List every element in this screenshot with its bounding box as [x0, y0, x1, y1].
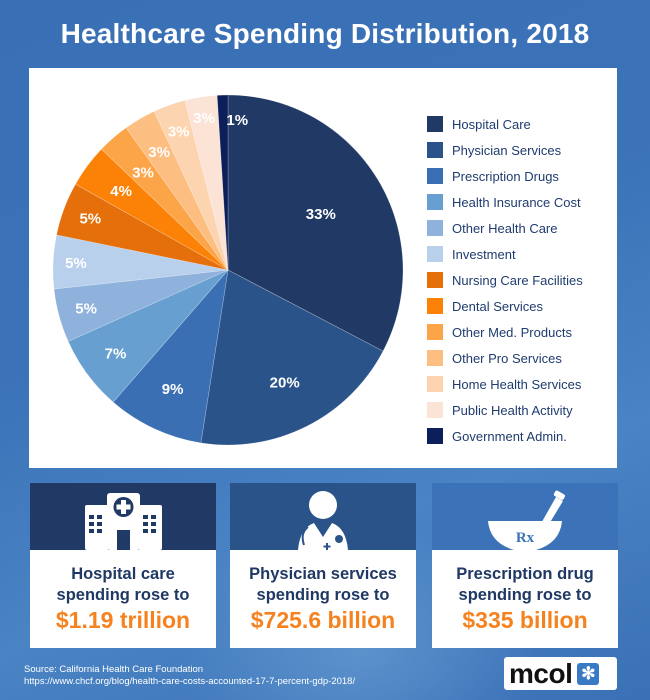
pie-slice-health-insurance-cost	[67, 269, 229, 403]
pie-label: 5%	[75, 300, 97, 317]
mortar-pestle-icon: Rx	[488, 490, 565, 550]
legend-swatch	[427, 272, 443, 288]
logo-asterisk-icon: ✻	[577, 662, 600, 685]
pie-label: 33%	[306, 206, 336, 223]
chart-panel: 33% 20% 9% 7% 5% 5% 5% 4% 3% 3% 3% 3% 1% Hospital Ca…	[29, 68, 617, 468]
pie-label: 3%	[132, 164, 154, 181]
card-value: $335 billion	[462, 607, 588, 633]
legend-label: Other Pro Services	[452, 350, 562, 366]
card-header	[230, 483, 416, 550]
legend-label: Other Med. Products	[452, 324, 572, 340]
pie-label: 5%	[65, 255, 87, 272]
chart-legend: Hospital Care Physician Services Prescript…	[427, 111, 583, 449]
legend-item: Health Insurance Cost	[427, 189, 583, 215]
card-line1: Physician services	[249, 565, 397, 583]
legend-swatch	[427, 246, 443, 262]
legend-swatch	[427, 428, 443, 444]
prescription-spending-card: Rx Prescription drug spending rose to $3…	[432, 483, 618, 648]
card-line2: spending rose to	[56, 586, 190, 604]
card-line1: Prescription drug	[456, 565, 594, 583]
legend-swatch	[427, 376, 443, 392]
legend-item: Dental Services	[427, 293, 583, 319]
legend-label: Prescription Drugs	[452, 168, 559, 184]
card-value: $725.6 billion	[250, 607, 396, 633]
legend-label: Physician Services	[452, 142, 562, 158]
source-citation: Source: California Health Care Foundatio…	[24, 664, 355, 688]
pie-slice-dental-services	[75, 148, 229, 271]
pie-slice-public-health-activity	[184, 95, 229, 271]
pie-label: 1%	[226, 112, 248, 129]
legend-swatch	[427, 220, 443, 236]
rx-glyph: Rx	[516, 530, 535, 546]
card-value: $1.19 trillion	[55, 607, 191, 633]
pie-chart: 33%20%9%7%5%5%5%4%3%3%3%3% 1%	[52, 94, 404, 446]
legend-label: Home Health Services	[452, 376, 582, 392]
pie-slice-other-med-products	[100, 127, 229, 271]
doctor-icon	[298, 491, 348, 550]
legend-item: Hospital Care	[427, 111, 583, 137]
legend-item: Other Health Care	[427, 215, 583, 241]
hospital-icon	[85, 493, 162, 550]
legend-item: Prescription Drugs	[427, 163, 583, 189]
hospital-spending-card: Hospital care spending rose to $1.19 tri…	[30, 483, 216, 648]
source-name: Source: California Health Care Foundatio…	[24, 664, 204, 675]
legend-label: Hospital Care	[452, 116, 531, 132]
logo-text: mcol	[509, 657, 573, 689]
pie-label: 20%	[270, 375, 300, 392]
pie-label: 9%	[162, 381, 184, 398]
legend-item: Investment	[427, 241, 583, 267]
legend-item: Government Admin.	[427, 423, 583, 449]
card-header: Rx	[432, 483, 618, 550]
legend-item: Home Health Services	[427, 371, 583, 397]
pie-label: 3%	[168, 124, 190, 141]
legend-label: Public Health Activity	[452, 402, 573, 418]
legend-swatch	[427, 402, 443, 418]
legend-item: Other Pro Services	[427, 345, 583, 371]
card-line2: spending rose to	[458, 586, 592, 604]
legend-swatch	[427, 168, 443, 184]
pie-label: 7%	[105, 345, 127, 362]
physician-spending-card: Physician services spending rose to $725…	[230, 483, 416, 648]
legend-swatch	[427, 324, 443, 340]
legend-label: Health Insurance Cost	[452, 194, 581, 210]
pie-slice-prescription-drugs	[112, 269, 229, 444]
page-title: Healthcare Spending Distribution, 2018	[60, 18, 590, 49]
card-header	[30, 483, 216, 550]
legend-label: Nursing Care Facilities	[452, 272, 583, 288]
pie-slice-investment	[52, 234, 229, 290]
legend-item: Public Health Activity	[427, 397, 583, 423]
legend-swatch	[427, 142, 443, 158]
source-url[interactable]: https://www.chcf.org/blog/health-care-co…	[24, 676, 356, 687]
legend-item: Nursing Care Facilities	[427, 267, 583, 293]
legend-swatch	[427, 116, 443, 132]
legend-swatch	[427, 350, 443, 366]
card-line2: spending rose to	[256, 586, 390, 604]
pie-label: 4%	[110, 183, 132, 200]
legend-swatch	[427, 194, 443, 210]
pie-label: 3%	[193, 110, 215, 127]
card-line1: Hospital care	[71, 565, 175, 583]
legend-item: Physician Services	[427, 137, 583, 163]
pie-slice-government-admin	[216, 94, 229, 271]
pie-slice-home-health-services	[153, 100, 229, 271]
mcol-logo: mcol ✻	[504, 657, 617, 690]
pie-slice-other-pro-services	[125, 110, 229, 271]
pie-label: 3%	[148, 144, 170, 161]
legend-swatch	[427, 298, 443, 314]
pie-label: 5%	[79, 211, 101, 228]
legend-label: Dental Services	[452, 298, 544, 314]
pie-slice-nursing-care-facilities	[56, 183, 229, 271]
legend-label: Investment	[452, 246, 516, 262]
pie-slice-other-health-care	[53, 269, 229, 342]
pie-slice-hospital-care	[227, 94, 404, 352]
pie-slice-physician-services	[200, 269, 384, 446]
legend-item: Other Med. Products	[427, 319, 583, 345]
legend-label: Government Admin.	[452, 428, 567, 444]
legend-label: Other Health Care	[452, 220, 558, 236]
